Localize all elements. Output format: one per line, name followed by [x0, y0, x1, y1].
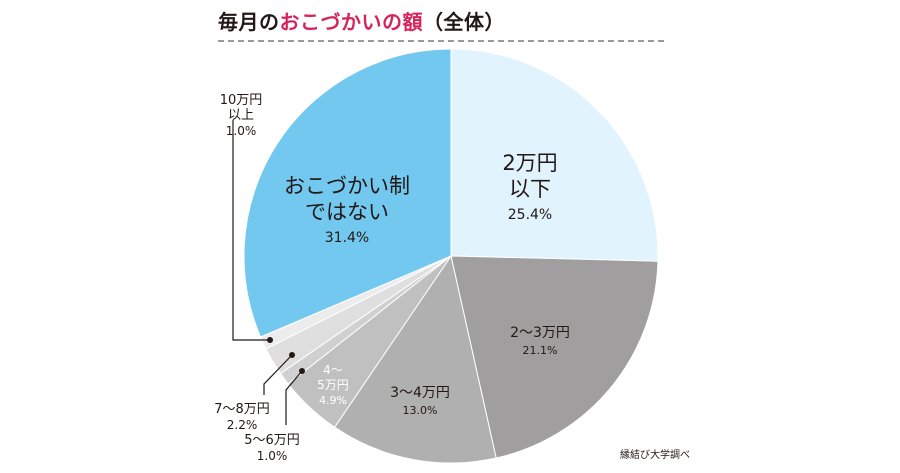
slice-label-3to4: 3〜4万円: [390, 385, 450, 401]
title-prefix: 毎月の: [218, 10, 280, 34]
pct-label-7to8: 2.2%: [227, 418, 258, 432]
slice-label-none: ではない: [305, 200, 389, 224]
slice-label-10plus: 10万円: [220, 93, 263, 108]
title-accent: おこづかいの額: [279, 10, 423, 34]
leader-line-10plus: [232, 120, 270, 341]
slice-label-none: おこづかい制: [284, 174, 410, 198]
leader-dot-10plus: [267, 337, 273, 343]
pie-slices: [243, 48, 659, 464]
pie-slice-under2: [450, 48, 659, 262]
leader-line-7to8: [263, 354, 293, 395]
slice-label-under2: 以下: [509, 177, 551, 201]
title-suffix: （全体）: [423, 10, 505, 34]
pct-label-5to6: 1.0%: [257, 449, 288, 463]
pct-label-2to3: 21.1%: [523, 344, 558, 357]
chart-title: 毎月のおこづかいの額（全体）: [218, 6, 505, 35]
slice-label-2to3: 2〜3万円: [510, 325, 570, 341]
pct-label-3to4: 13.0%: [403, 404, 438, 417]
slice-label-4to5: 4〜: [323, 363, 343, 377]
leader-line-5to6: [285, 370, 303, 425]
title-divider: [218, 40, 664, 42]
pct-label-under2: 25.4%: [508, 207, 552, 223]
slice-label-7to8: 7〜8万円: [214, 402, 270, 417]
pie-slice-2to3: [450, 255, 659, 459]
leader-dot-5to6: [299, 368, 305, 374]
pie-slice-none: [243, 48, 452, 338]
source-note: 縁結び大学調べ: [620, 450, 690, 461]
pct-label-10plus: 1.0%: [226, 124, 257, 138]
slice-label-5to6: 5〜6万円: [244, 433, 300, 448]
pct-label-none: 31.4%: [325, 230, 369, 246]
pct-label-4to5: 4.9%: [319, 394, 347, 407]
leader-dot-7to8: [289, 352, 295, 358]
pie-slice-3to4: [333, 254, 497, 464]
slice-label-4to5: 5万円: [317, 378, 349, 392]
slice-label-under2: 2万円: [502, 151, 557, 175]
slice-label-10plus: 以上: [228, 108, 254, 123]
